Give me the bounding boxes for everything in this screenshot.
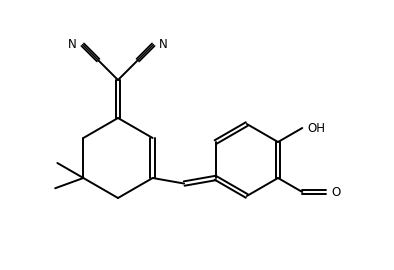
Text: O: O — [331, 185, 340, 198]
Text: N: N — [159, 38, 168, 51]
Text: OH: OH — [307, 122, 325, 134]
Text: N: N — [68, 38, 77, 51]
